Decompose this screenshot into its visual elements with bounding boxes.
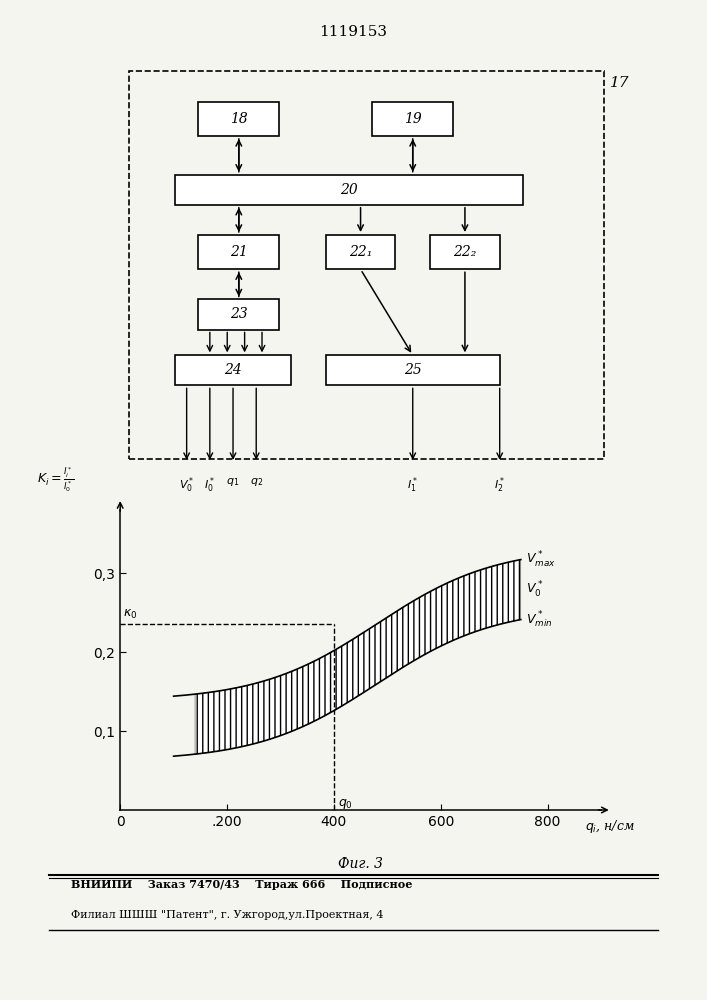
Text: 24: 24	[224, 363, 242, 377]
Text: $q_2$: $q_2$	[250, 476, 263, 488]
Text: $I_0^*$: $I_0^*$	[204, 476, 216, 495]
Bar	[175, 355, 291, 385]
Text: 19: 19	[404, 112, 421, 126]
Text: 20: 20	[340, 183, 358, 197]
Text: $K_i = \frac{I_i^*}{I_0^*}$: $K_i = \frac{I_i^*}{I_0^*}$	[37, 466, 75, 494]
Text: 1119153: 1119153	[320, 25, 387, 39]
Text: $I_1^*$: $I_1^*$	[407, 476, 419, 495]
Bar	[326, 235, 395, 269]
Bar	[430, 235, 500, 269]
Bar	[198, 102, 279, 136]
Text: $V^*_{min}$: $V^*_{min}$	[526, 609, 553, 630]
Text: $V_0^*$: $V_0^*$	[179, 476, 194, 495]
Text: Филиал ШШШ "Патент", г. Ужгород,ул.Проектная, 4: Филиал ШШШ "Патент", г. Ужгород,ул.Проек…	[71, 910, 383, 920]
Text: $I_2^*$: $I_2^*$	[494, 476, 506, 495]
Text: $q_0$: $q_0$	[338, 797, 353, 811]
Text: $V^*_{max}$: $V^*_{max}$	[526, 550, 556, 570]
Bar	[372, 102, 453, 136]
Text: $q_1$: $q_1$	[226, 476, 240, 488]
Text: Фиг. 3: Фиг. 3	[338, 857, 383, 871]
Text: 21: 21	[230, 245, 247, 259]
Bar	[198, 235, 279, 269]
Text: 25: 25	[404, 363, 421, 377]
Text: 23: 23	[230, 307, 247, 321]
Text: 17: 17	[610, 76, 629, 90]
Bar	[326, 355, 500, 385]
Text: $V^*_0$: $V^*_0$	[526, 580, 544, 600]
Text: $\kappa_0$: $\kappa_0$	[123, 608, 137, 621]
Text: 22₂: 22₂	[453, 245, 477, 259]
Text: Фиг. 2: Фиг. 2	[338, 514, 383, 528]
Text: $q_i$, н/см: $q_i$, н/см	[585, 818, 635, 835]
Bar	[175, 175, 523, 205]
Text: ВНИИПИ    Заказ 7470/43    Тираж 666    Подписное: ВНИИПИ Заказ 7470/43 Тираж 666 Подписное	[71, 880, 412, 890]
Text: 18: 18	[230, 112, 247, 126]
Text: 22₁: 22₁	[349, 245, 373, 259]
Bar	[198, 299, 279, 330]
